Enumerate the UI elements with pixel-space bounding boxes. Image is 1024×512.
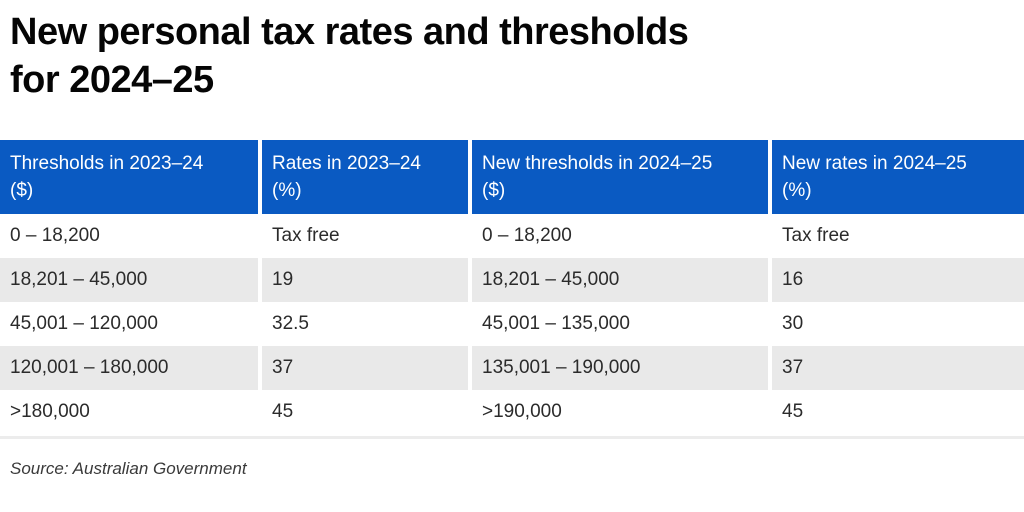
table-cell: >180,000 xyxy=(0,390,258,434)
column-header-label: Rates in 2023–24 xyxy=(272,153,421,174)
table-cell: Tax free xyxy=(262,214,468,258)
column-header-new-thresholds-2024-25: New thresholds in 2024–25 ($) xyxy=(472,140,768,214)
table-cell: Tax free xyxy=(772,214,1024,258)
column-header-thresholds-2023-24: Thresholds in 2023–24 ($) xyxy=(0,140,258,214)
page-title: New personal tax rates and thresholds fo… xyxy=(10,11,689,101)
table-cell: 120,001 – 180,000 xyxy=(0,346,258,390)
table-cell: 45,001 – 135,000 xyxy=(472,302,768,346)
table-cell: 19 xyxy=(262,258,468,302)
column-header-unit: ($) xyxy=(10,180,34,201)
column-header-label: Thresholds in 2023–24 xyxy=(10,153,204,174)
column-header-label: New rates in 2024–25 xyxy=(782,153,967,174)
table-cell: 32.5 xyxy=(262,302,468,346)
table-cell: >190,000 xyxy=(472,390,768,434)
table-cell: 30 xyxy=(772,302,1024,346)
table-cell: 16 xyxy=(772,258,1024,302)
column-header-unit: ($) xyxy=(482,180,506,201)
table-cell: 37 xyxy=(772,346,1024,390)
column-header-unit: (%) xyxy=(782,180,812,201)
table-cell: 18,201 – 45,000 xyxy=(472,258,768,302)
column-header-new-rates-2024-25: New rates in 2024–25 (%) xyxy=(772,140,1024,214)
column-header-rates-2023-24: Rates in 2023–24 (%) xyxy=(262,140,468,214)
table-cell: 18,201 – 45,000 xyxy=(0,258,258,302)
column-header-unit: (%) xyxy=(272,180,302,201)
table-cell: 45 xyxy=(262,390,468,434)
tax-rates-table: Thresholds in 2023–24 ($) Rates in 2023–2… xyxy=(0,140,1024,434)
table-cell: 0 – 18,200 xyxy=(472,214,768,258)
source-note: Source: Australian Government xyxy=(10,459,247,478)
table-cell: 0 – 18,200 xyxy=(0,214,258,258)
table-cell: 45 xyxy=(772,390,1024,434)
column-header-label: New thresholds in 2024–25 xyxy=(482,153,713,174)
table-cell: 37 xyxy=(262,346,468,390)
table-cell: 135,001 – 190,000 xyxy=(472,346,768,390)
table-cell: 45,001 – 120,000 xyxy=(0,302,258,346)
separator-line xyxy=(0,436,1024,439)
